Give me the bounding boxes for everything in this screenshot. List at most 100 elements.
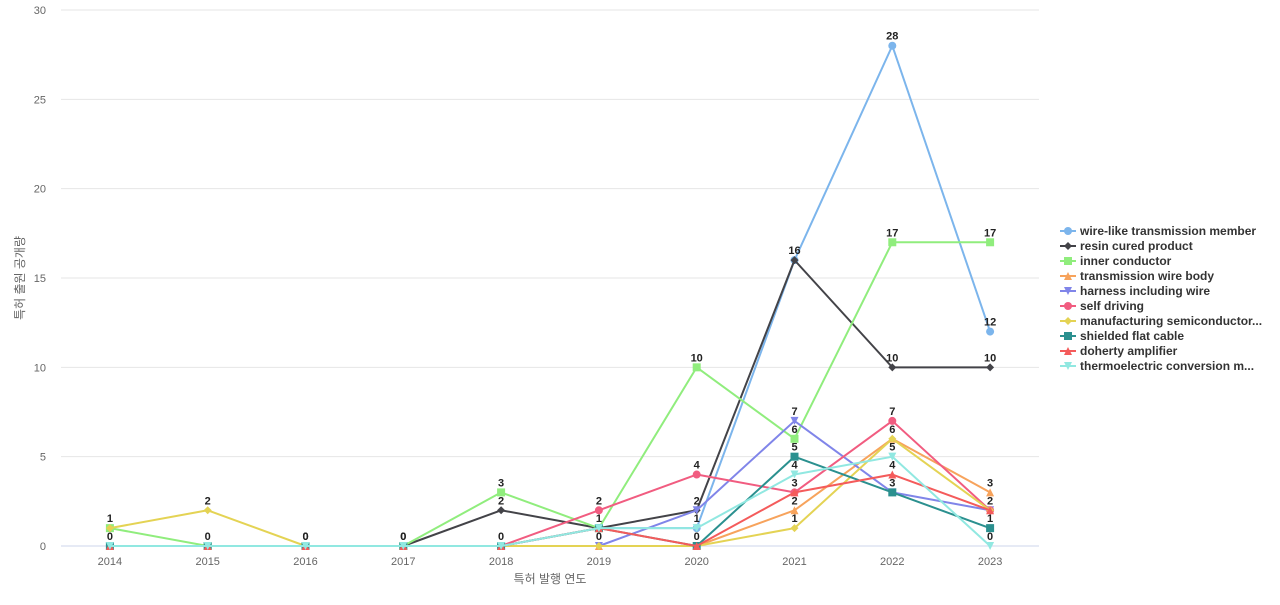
series-line: [108, 437, 992, 547]
data-label: 0: [302, 531, 308, 543]
data-point: [692, 506, 701, 515]
legend-item: harness including wire: [1060, 284, 1210, 298]
legend-label: doherty amplifier: [1080, 344, 1178, 358]
data-label: 0: [400, 531, 406, 543]
legend-label: self driving: [1080, 299, 1144, 313]
legend-item: resin cured product: [1060, 239, 1193, 253]
data-label: 7: [791, 406, 797, 418]
data-point: [497, 542, 506, 550]
series-0: [105, 41, 995, 550]
data-label: 0: [694, 531, 700, 543]
legend-item: inner conductor: [1060, 254, 1172, 268]
data-point: [888, 470, 897, 479]
data-label: 10: [691, 352, 703, 364]
data-point: [986, 506, 995, 515]
data-point: [594, 542, 603, 550]
legend-item: self driving: [1060, 299, 1144, 313]
legend-symbol: [1064, 332, 1072, 340]
legend-symbol: [1064, 302, 1072, 310]
x-tick-label: 2021: [782, 556, 806, 568]
data-point: [888, 434, 897, 443]
data-point: [203, 542, 212, 550]
x-tick-label: 2017: [391, 556, 415, 568]
legend-label: thermoelectric conversion m...: [1080, 359, 1254, 373]
data-label: 1: [987, 513, 993, 525]
data-label: 6: [791, 424, 797, 436]
series-3: [105, 434, 995, 550]
legend-symbol: [1064, 257, 1072, 265]
y-axis-title: 특허 출원 공개량: [13, 236, 27, 320]
data-point: [790, 506, 799, 515]
data-label: 6: [889, 424, 895, 436]
data-label: 10: [984, 352, 996, 364]
data-label: 17: [886, 227, 898, 239]
data-label: 3: [987, 477, 993, 489]
x-tick-label: 2018: [489, 556, 513, 568]
data-point: [888, 238, 897, 247]
data-point: [986, 542, 995, 550]
legend-symbol: [1064, 347, 1072, 355]
legend-label: shielded flat cable: [1080, 329, 1184, 343]
data-label: 0: [987, 531, 993, 543]
x-axis-title: 특허 발행 연도: [514, 571, 587, 586]
data-label: 0: [498, 531, 504, 543]
data-point: [888, 452, 897, 461]
data-point: [497, 506, 506, 515]
y-tick-label: 5: [40, 452, 46, 464]
x-tick-label: 2015: [195, 556, 219, 568]
y-tick-label: 10: [34, 362, 46, 374]
data-label: 1: [107, 513, 113, 525]
data-point: [790, 524, 799, 533]
data-label: 1: [694, 513, 700, 525]
data-point: [888, 488, 897, 497]
legend-symbol: [1064, 227, 1072, 235]
data-label: 2: [205, 495, 211, 507]
series-line: [108, 437, 992, 547]
x-tick-label: 2019: [587, 556, 611, 568]
data-point: [790, 416, 799, 425]
data-label: 2: [987, 495, 993, 507]
data-point: [594, 524, 603, 533]
legend-item: manufacturing semiconductor...: [1060, 314, 1262, 328]
data-label: 2: [498, 495, 504, 507]
series-layer: [105, 41, 995, 550]
data-point: [105, 524, 114, 533]
data-point: [399, 542, 408, 550]
series-line: [108, 419, 992, 547]
x-tick-label: 2016: [293, 556, 317, 568]
series-line: [108, 259, 992, 547]
y-tick-label: 25: [34, 94, 46, 106]
data-point: [497, 488, 506, 497]
x-tick-label: 2014: [98, 556, 122, 568]
legend-symbol: [1064, 317, 1072, 325]
data-label: 0: [302, 531, 308, 543]
series-1: [105, 256, 995, 550]
data-point: [790, 256, 799, 265]
data-point: [986, 488, 995, 497]
data-label: 16: [788, 245, 800, 257]
data-point: [986, 327, 995, 336]
legend-symbol: [1064, 287, 1072, 295]
legend-label: transmission wire body: [1080, 269, 1214, 283]
data-label: 0: [400, 531, 406, 543]
series-4: [105, 416, 995, 550]
x-tick-label: 2023: [978, 556, 1002, 568]
legend-label: resin cured product: [1080, 239, 1193, 253]
data-point: [790, 452, 799, 461]
data-label: 4: [791, 460, 798, 472]
legend-symbol: [1064, 272, 1072, 280]
series-6: [105, 434, 995, 550]
data-label: 5: [791, 442, 797, 454]
data-point: [790, 470, 799, 479]
data-point: [888, 416, 897, 425]
data-label: 0: [205, 531, 211, 543]
data-point: [986, 363, 995, 372]
legend-item: shielded flat cable: [1060, 329, 1184, 343]
data-point: [692, 363, 701, 372]
data-point: [692, 524, 701, 533]
legend-label: wire-like transmission member: [1079, 224, 1256, 238]
data-point: [986, 238, 995, 247]
